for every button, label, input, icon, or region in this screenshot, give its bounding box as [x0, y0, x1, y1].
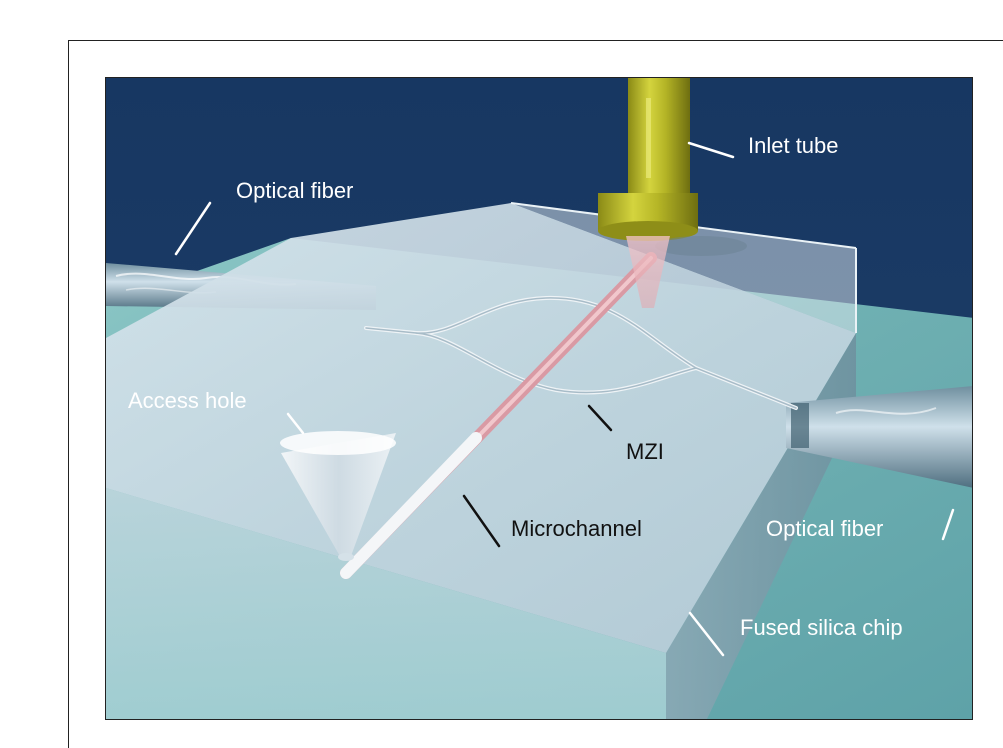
label-access-hole: Access hole — [128, 388, 247, 413]
chip-front-face — [106, 488, 666, 719]
access-hole-cone — [280, 431, 396, 561]
label-optical-fiber-left: Optical fiber — [236, 178, 353, 203]
leader-lines — [174, 141, 955, 657]
label-fused-silica-chip: Fused silica chip — [740, 615, 903, 640]
chip-illustration: Inlet tube Optical fiber Access hole MZI… — [105, 77, 973, 720]
label-microchannel: Microchannel — [511, 516, 642, 541]
right-optical-fiber — [786, 386, 972, 488]
label-inlet-tube: Inlet tube — [748, 133, 839, 158]
mzi-waveguide — [364, 295, 798, 410]
label-optical-fiber-right: Optical fiber — [766, 516, 883, 541]
chip-back-face — [511, 203, 856, 333]
figure-frame — [68, 40, 1003, 748]
label-mzi: MZI — [626, 439, 664, 464]
inlet-tube-shape — [598, 78, 747, 308]
microchannel-shape — [340, 252, 657, 579]
